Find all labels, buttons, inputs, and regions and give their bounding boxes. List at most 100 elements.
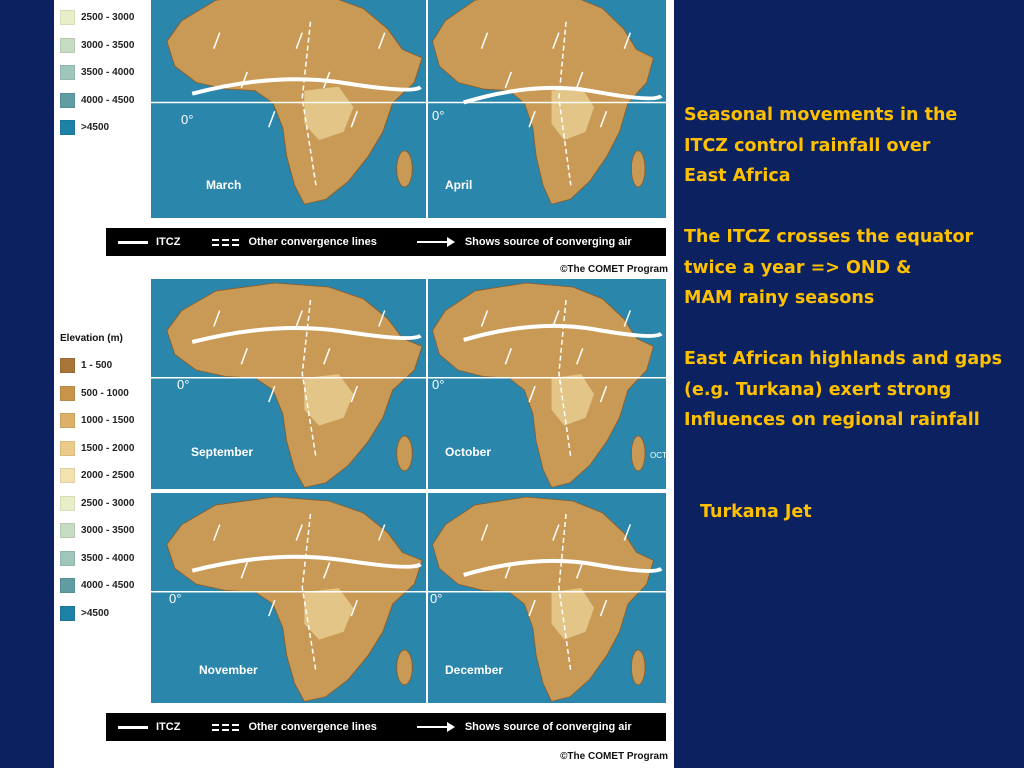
legend-label: 3000 - 3500 — [81, 39, 135, 51]
wind-arrow — [552, 310, 560, 327]
convergence-line — [558, 299, 572, 458]
africa-shape — [432, 496, 654, 702]
wind-arrow — [350, 599, 358, 617]
wind-arrow — [599, 110, 608, 128]
map-panel-april: 0° April — [428, 0, 666, 218]
legend-label: 1500 - 2000 — [81, 442, 135, 454]
turkana-jet-label: Turkana Jet — [700, 502, 812, 522]
wind-arrow — [295, 524, 303, 541]
key-source-label: Shows source of converging air — [464, 236, 632, 248]
wind-arrow — [350, 110, 358, 128]
month-label-september: September — [191, 445, 254, 459]
month-label-december: December — [445, 663, 504, 677]
itcz-figure: 2500 - 3000 3000 - 3500 3500 - 4000 4000 - … — [54, 0, 674, 768]
wind-arrow — [575, 348, 584, 365]
highland-shape — [551, 588, 594, 640]
africa-map-november — [151, 493, 426, 703]
wind-arrow — [268, 385, 276, 403]
legend-swatch — [60, 65, 75, 81]
convergence-line — [301, 299, 317, 458]
legend-label: 1 - 500 — [81, 360, 113, 372]
month-label-april: April — [445, 178, 473, 192]
wind-arrow — [528, 385, 536, 403]
wind-arrow — [552, 524, 560, 541]
equator-label: 0° — [169, 591, 182, 606]
slide-text: Seasonal movements in the ITCZ control r… — [684, 100, 1022, 466]
convergence-line — [301, 21, 317, 186]
equator-label: 0° — [177, 377, 190, 392]
map-panel-december: 0° December — [428, 493, 666, 703]
wind-arrow — [599, 385, 608, 403]
wind-arrow — [240, 562, 248, 579]
wind-arrow — [295, 310, 303, 327]
itcz-line — [463, 558, 663, 577]
madagascar-shape — [630, 150, 646, 188]
legend-swatch — [60, 440, 75, 456]
convergence-line-symbol — [212, 237, 241, 247]
legend-swatch — [60, 523, 75, 539]
legend-label: 3500 - 4000 — [81, 552, 135, 564]
key-source-label: Shows source of converging air — [464, 721, 632, 733]
legend-swatch — [60, 578, 75, 594]
wind-arrow — [323, 348, 331, 365]
legend-label: 500 - 1000 — [81, 387, 129, 399]
madagascar-shape — [396, 435, 413, 472]
map-panel-november: 0° November — [151, 493, 426, 703]
itcz-line — [191, 326, 422, 344]
itcz-line — [191, 77, 422, 96]
legend-label: 1000 - 1500 — [81, 415, 135, 427]
legend-item: 3500 - 4000 — [60, 545, 152, 573]
itcz-line — [463, 323, 663, 342]
convergence-line — [558, 513, 572, 672]
wind-arrow — [378, 524, 386, 541]
elevation-legend-top: 2500 - 3000 3000 - 3500 3500 - 4000 4000 - … — [60, 4, 152, 142]
wind-arrow — [268, 599, 276, 617]
key-other-lines-label: Other convergence lines — [248, 721, 377, 733]
legend-swatch — [60, 92, 75, 108]
africa-landmass — [166, 496, 423, 702]
wind-arrow — [480, 524, 489, 541]
wind-arrow — [378, 32, 386, 49]
paragraph-itcz-rainfall: Seasonal movements in the ITCZ control r… — [684, 100, 1022, 192]
madagascar-shape — [630, 649, 646, 686]
madagascar-shape — [630, 435, 646, 472]
legend-swatch — [60, 10, 75, 26]
map-panel-october: 0° October OCT — [428, 279, 666, 489]
paragraph-highlands: East African highlands and gaps (e.g. Tu… — [684, 344, 1022, 436]
legend-label: 2500 - 3000 — [81, 497, 135, 509]
wind-arrow — [528, 599, 536, 617]
wind-arrow — [528, 110, 536, 128]
wind-arrow — [575, 562, 584, 579]
itcz-line-symbol — [118, 240, 148, 244]
arrow-symbol — [416, 237, 455, 247]
legend-item: 3000 - 3500 — [60, 32, 152, 60]
legend-swatch — [60, 37, 75, 53]
text-line: ITCZ control rainfall over — [684, 135, 931, 156]
equator-label: 0° — [181, 112, 194, 127]
legend-swatch — [60, 358, 75, 374]
wind-arrow — [504, 71, 513, 89]
legend-item: 1500 - 2000 — [60, 435, 152, 463]
africa-map-march — [151, 0, 426, 218]
wind-arrow — [268, 110, 276, 128]
legend-item: 4000 - 4500 — [60, 572, 152, 600]
legend-label: 4000 - 4500 — [81, 580, 135, 592]
africa-map-december — [428, 493, 666, 703]
month-label-march: March — [206, 178, 242, 192]
itcz-line — [191, 554, 422, 573]
africa-map-april — [428, 0, 666, 218]
wind-arrow — [213, 310, 221, 327]
copyright-bottom: ©The COMET Program — [560, 751, 668, 762]
text-line: (e.g. Turkana) exert strong — [684, 379, 952, 400]
key-itcz-label: ITCZ — [156, 721, 181, 733]
legend-label: 2500 - 3000 — [81, 12, 135, 24]
convergence-line — [301, 513, 317, 672]
convergence-line — [558, 21, 572, 186]
legend-item: 2000 - 2500 — [60, 462, 152, 490]
oct-tag: OCT — [650, 451, 666, 460]
legend-label: 3000 - 3500 — [81, 525, 135, 537]
text-line: East Africa — [684, 166, 791, 186]
africa-shape — [166, 496, 423, 702]
legend-swatch — [60, 413, 75, 429]
africa-map-october — [428, 279, 666, 489]
